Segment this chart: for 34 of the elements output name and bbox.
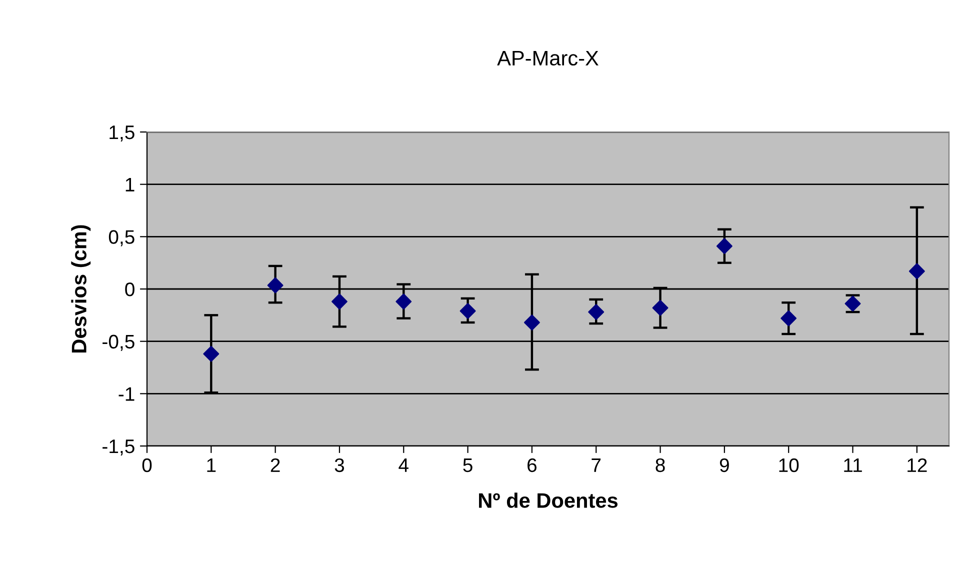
point xyxy=(908,263,925,280)
x-tick-label: 6 xyxy=(528,458,537,472)
x-tick-label: 7 xyxy=(592,458,601,472)
x-tick-label: 2 xyxy=(270,458,280,472)
chart-title: AP-Marc-X xyxy=(497,51,598,66)
y-tick-label: 1,5 xyxy=(110,126,134,142)
x-tick-label: 11 xyxy=(844,458,862,472)
x-tick-label: 4 xyxy=(398,458,408,472)
x-tick-label: 12 xyxy=(908,458,927,472)
x-tick-label: 5 xyxy=(463,458,472,472)
point xyxy=(460,303,476,319)
point xyxy=(332,294,348,310)
point xyxy=(652,300,668,316)
x-axis-title: Nº de Doentes xyxy=(479,492,618,508)
y-tick-label: -1 xyxy=(118,387,134,401)
point xyxy=(524,314,540,330)
x-tick-label: 1 xyxy=(207,458,216,472)
y-axis-title: Desvios (cm) xyxy=(71,225,91,352)
x-tick-label: 10 xyxy=(779,458,799,472)
y-tick-label: -1,5 xyxy=(102,440,134,456)
point xyxy=(396,294,412,310)
x-tick-label: 8 xyxy=(656,458,665,472)
y-tick-label: 0 xyxy=(125,282,134,296)
y-tick-label: -0,5 xyxy=(102,334,134,351)
point xyxy=(588,304,604,320)
point xyxy=(780,310,797,326)
point xyxy=(716,238,732,254)
x-tick-label: 3 xyxy=(334,458,344,472)
x-tick-label: 9 xyxy=(720,458,729,472)
y-tick-label: 0,5 xyxy=(108,230,134,246)
y-tick-label: 1 xyxy=(126,178,134,192)
point xyxy=(267,277,284,294)
x-tick-label: 0 xyxy=(142,458,152,472)
point xyxy=(203,346,220,362)
